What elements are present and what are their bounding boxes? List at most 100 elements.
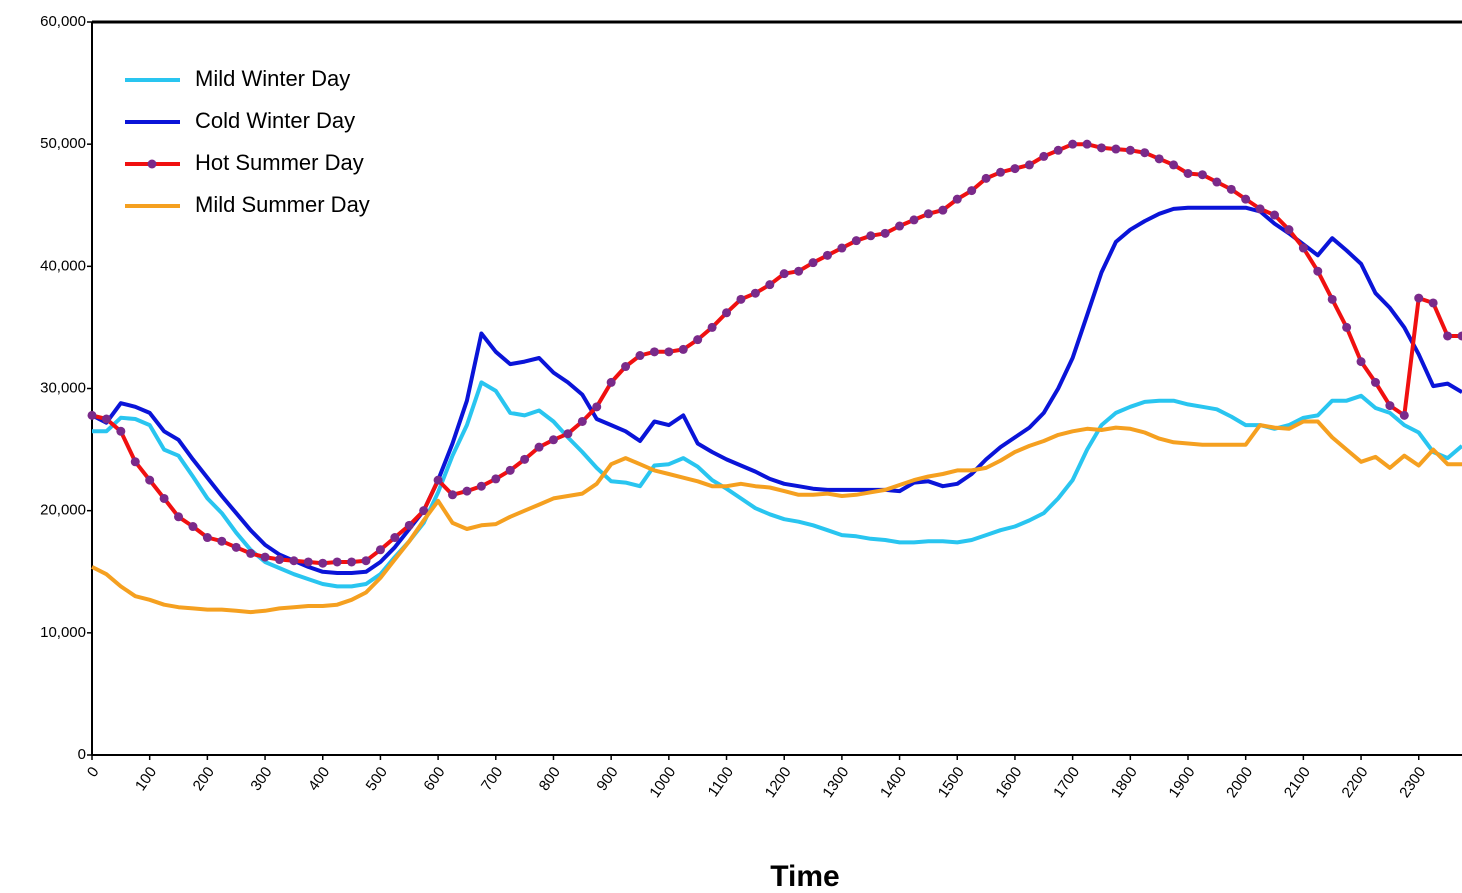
x-tick-label: 1200 (762, 764, 795, 801)
series-marker (404, 520, 414, 530)
series-marker (563, 429, 573, 439)
series-marker (981, 173, 991, 183)
series-marker (1298, 243, 1308, 253)
legend-label: Mild Summer Day (195, 192, 370, 217)
series-marker (116, 426, 126, 436)
series-marker (765, 280, 775, 290)
series-line (91, 205, 1462, 575)
series-marker (1370, 377, 1380, 387)
series-marker (851, 236, 861, 246)
series-marker (260, 552, 270, 562)
legend-marker (147, 159, 157, 169)
series-marker (1428, 298, 1438, 308)
series-marker (750, 288, 760, 298)
series-marker (1241, 194, 1251, 204)
series-marker (693, 335, 703, 345)
series-marker (779, 269, 789, 279)
series-marker (866, 231, 876, 241)
series-marker (274, 555, 284, 565)
series-marker (938, 205, 948, 215)
x-tick-label: 100 (132, 764, 160, 794)
series-marker (188, 522, 198, 532)
series-marker (1399, 410, 1409, 420)
series-marker (130, 457, 140, 467)
series-marker (736, 294, 746, 304)
x-tick-label: 2000 (1223, 764, 1256, 801)
series-marker (1183, 168, 1193, 178)
legend-label: Hot Summer Day (195, 150, 364, 175)
x-tick-label: 800 (536, 764, 564, 794)
series-marker (1457, 331, 1462, 341)
series-marker (87, 410, 97, 420)
series-marker (433, 475, 443, 485)
series-marker (837, 243, 847, 253)
series-marker (722, 308, 732, 318)
series-marker (794, 266, 804, 276)
y-tick-label: 50,000 (40, 135, 86, 152)
series-marker (390, 533, 400, 543)
series-marker (318, 558, 328, 568)
series-marker (707, 322, 717, 332)
y-tick-label: 0 (78, 746, 86, 763)
x-tick-label: 1700 (1050, 764, 1083, 801)
series-marker (1140, 148, 1150, 158)
x-tick-label: 200 (190, 764, 218, 794)
series-marker (880, 228, 890, 238)
series-marker (822, 250, 832, 260)
series-marker (476, 481, 486, 491)
series-marker (491, 474, 501, 484)
series-marker (101, 414, 111, 424)
series-marker (1010, 164, 1020, 174)
series-marker (548, 435, 558, 445)
series-marker (808, 258, 818, 268)
series-marker (1169, 160, 1179, 170)
series-marker (621, 362, 631, 372)
x-tick-label: 900 (593, 764, 621, 794)
y-tick-label: 10,000 (40, 624, 86, 641)
series-line (92, 380, 1462, 589)
x-tick-label: 1000 (646, 764, 679, 801)
series-marker (1068, 139, 1078, 149)
x-tick-label: 500 (363, 764, 391, 794)
series-marker (303, 557, 313, 567)
series-marker (231, 542, 241, 552)
legend-label: Cold Winter Day (195, 108, 355, 133)
series-marker (1342, 322, 1352, 332)
series-marker (520, 454, 530, 464)
y-tick-label: 60,000 (40, 13, 86, 30)
series-marker (419, 506, 429, 516)
series-marker (895, 221, 905, 231)
series-marker (967, 186, 977, 196)
series-marker (1270, 210, 1280, 220)
series-marker (534, 442, 544, 452)
x-tick-label: 1800 (1108, 764, 1141, 801)
legend-label: Mild Winter Day (195, 66, 350, 91)
x-tick-label: 2100 (1281, 764, 1314, 801)
series-marker (1327, 294, 1337, 304)
x-tick-label: 1600 (992, 764, 1025, 801)
series-marker (952, 194, 962, 204)
series-marker (361, 556, 371, 566)
x-tick-label: 2200 (1339, 764, 1372, 801)
x-tick-label: 300 (247, 764, 275, 794)
series-marker (678, 344, 688, 354)
series-marker (1414, 293, 1424, 303)
x-tick-label: 0 (84, 764, 103, 781)
series-marker (217, 536, 227, 546)
series-marker (1356, 357, 1366, 367)
series-marker (1053, 145, 1063, 155)
x-tick-label: 600 (420, 764, 448, 794)
series-marker (1125, 145, 1135, 155)
y-tick-label: 20,000 (40, 502, 86, 519)
y-tick-label: 40,000 (40, 257, 86, 274)
series-marker (909, 215, 919, 225)
series-marker (1255, 204, 1265, 214)
x-tick-label: 1300 (819, 764, 852, 801)
series-marker (1197, 170, 1207, 180)
series-marker (462, 486, 472, 496)
x-tick-label: 1500 (935, 764, 968, 801)
series-marker (923, 209, 933, 219)
series-marker (1385, 401, 1395, 411)
series-marker (145, 475, 155, 485)
x-tick-label: 1400 (877, 764, 910, 801)
